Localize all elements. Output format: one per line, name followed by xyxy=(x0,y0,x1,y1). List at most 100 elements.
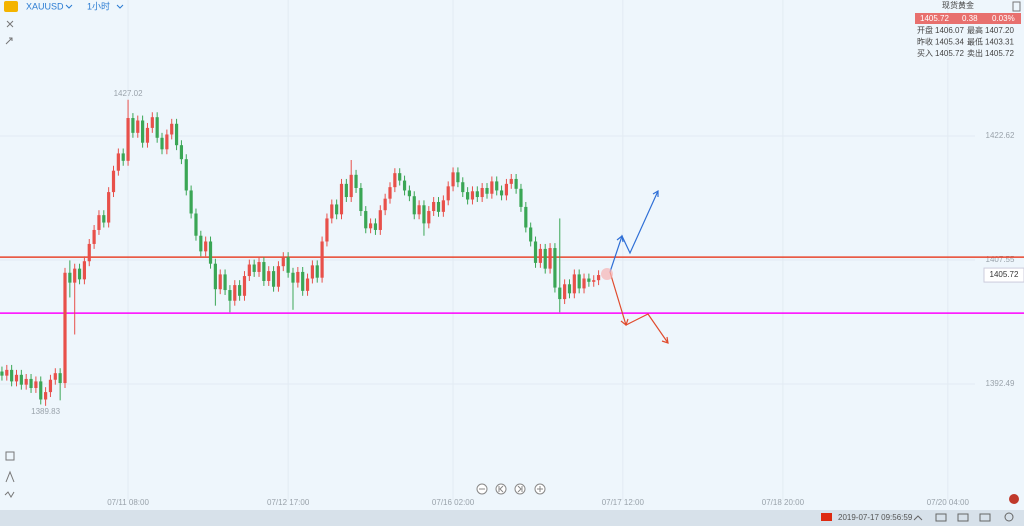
candle-body xyxy=(368,223,373,229)
chevron xyxy=(65,4,73,9)
symbol-icon xyxy=(4,1,18,12)
candle-body xyxy=(179,145,184,160)
candle-body xyxy=(150,117,154,128)
x-tick-label: 07/11 08:00 xyxy=(107,498,149,507)
candle-body xyxy=(63,272,67,384)
panel-toggle[interactable] xyxy=(1012,1,1021,12)
candle-body xyxy=(73,268,77,283)
candle-body xyxy=(330,204,334,219)
candle-body xyxy=(257,262,261,272)
candle-body xyxy=(301,271,305,291)
candle-body xyxy=(204,241,208,252)
candle-body xyxy=(436,201,441,212)
candle-body xyxy=(349,174,353,198)
candle-body xyxy=(533,241,538,263)
alert-icon[interactable] xyxy=(1009,494,1019,504)
candle-body xyxy=(582,278,586,289)
candle-body xyxy=(553,248,557,288)
candle-body xyxy=(126,118,130,161)
quote-label: 开盘 xyxy=(917,25,933,35)
candle-body xyxy=(242,276,247,296)
candle-body xyxy=(567,284,572,294)
candle-body xyxy=(48,379,53,393)
candle-body xyxy=(29,378,33,388)
candle-body xyxy=(223,274,227,291)
candle-body xyxy=(102,215,106,223)
candle-body xyxy=(39,381,43,400)
candle-body xyxy=(558,287,562,300)
quote-price-box xyxy=(915,13,1021,24)
collapse[interactable] xyxy=(913,515,923,521)
candle-body xyxy=(538,248,542,263)
candle-body xyxy=(58,373,62,384)
candle-body xyxy=(271,271,276,287)
high-annotation: 1427.02 xyxy=(114,89,143,98)
quote-label: 昨收 xyxy=(917,37,933,47)
plot-area: 07/11 08:00 07/12 17:00 07/16 02:00 07/17 1… xyxy=(0,0,1024,507)
candle-body xyxy=(92,229,96,244)
quote-label: 卖出 xyxy=(967,48,983,58)
tool-icons[interactable] xyxy=(4,20,15,498)
candle-body xyxy=(296,271,300,283)
candle-body xyxy=(359,187,363,212)
candle-body xyxy=(373,223,378,230)
candle-body xyxy=(354,174,358,188)
candle-body xyxy=(247,264,251,277)
y-tick-label: 1422.62 xyxy=(986,131,1015,140)
candle-body xyxy=(466,192,470,200)
nav-buttons[interactable] xyxy=(476,483,546,495)
candle-body xyxy=(422,205,426,224)
candle-body xyxy=(165,134,169,150)
candle-body xyxy=(189,190,193,214)
symbol[interactable]: XAUUSD xyxy=(26,1,64,11)
low-annotation: 1389.83 xyxy=(31,407,60,416)
candle-body xyxy=(412,196,416,215)
candle-body xyxy=(276,266,281,287)
candle-body xyxy=(485,187,489,194)
candle-body xyxy=(344,183,348,198)
candle-body xyxy=(170,123,174,135)
candle-body xyxy=(572,274,576,294)
quote-change: 0.38 xyxy=(962,14,978,23)
candle-body xyxy=(141,120,145,143)
timeframe[interactable]: 1小时 xyxy=(87,0,110,11)
candle-body xyxy=(213,263,217,290)
candle-body xyxy=(543,248,547,269)
x-tick-label: 07/20 04:00 xyxy=(927,498,970,507)
candle-body xyxy=(378,210,382,230)
candle-body xyxy=(43,392,48,400)
candle-body xyxy=(548,248,552,269)
candle-body xyxy=(87,243,91,262)
candle-body xyxy=(398,173,402,181)
candle-body xyxy=(432,201,436,212)
candle-body xyxy=(339,183,344,215)
candle-body xyxy=(364,211,368,229)
status-icons[interactable] xyxy=(935,512,1014,522)
candle-body xyxy=(160,137,164,150)
candle-body xyxy=(97,215,101,230)
quote-name: 现货黄金 xyxy=(942,0,974,10)
candle-body xyxy=(388,187,392,199)
candle-body xyxy=(504,183,509,196)
candle-body xyxy=(596,275,601,281)
status-bar xyxy=(0,510,1024,526)
quote-value: 1403.31 xyxy=(985,38,1014,47)
status-datetime: 2019-07-17 09:56:59 xyxy=(838,513,913,522)
candle-body xyxy=(82,261,87,280)
candle-body xyxy=(34,381,38,388)
y-tick-label: 1392.49 xyxy=(986,379,1015,388)
candle-body xyxy=(262,262,266,281)
candle-body xyxy=(509,178,513,184)
candle-body xyxy=(325,218,329,242)
flag xyxy=(821,513,832,521)
candle-body xyxy=(286,257,290,273)
candle-body xyxy=(121,153,125,161)
candle-body xyxy=(310,265,314,279)
candle-body xyxy=(267,271,271,281)
quote-value: 1405.34 xyxy=(935,38,964,47)
candle-body xyxy=(107,192,111,223)
